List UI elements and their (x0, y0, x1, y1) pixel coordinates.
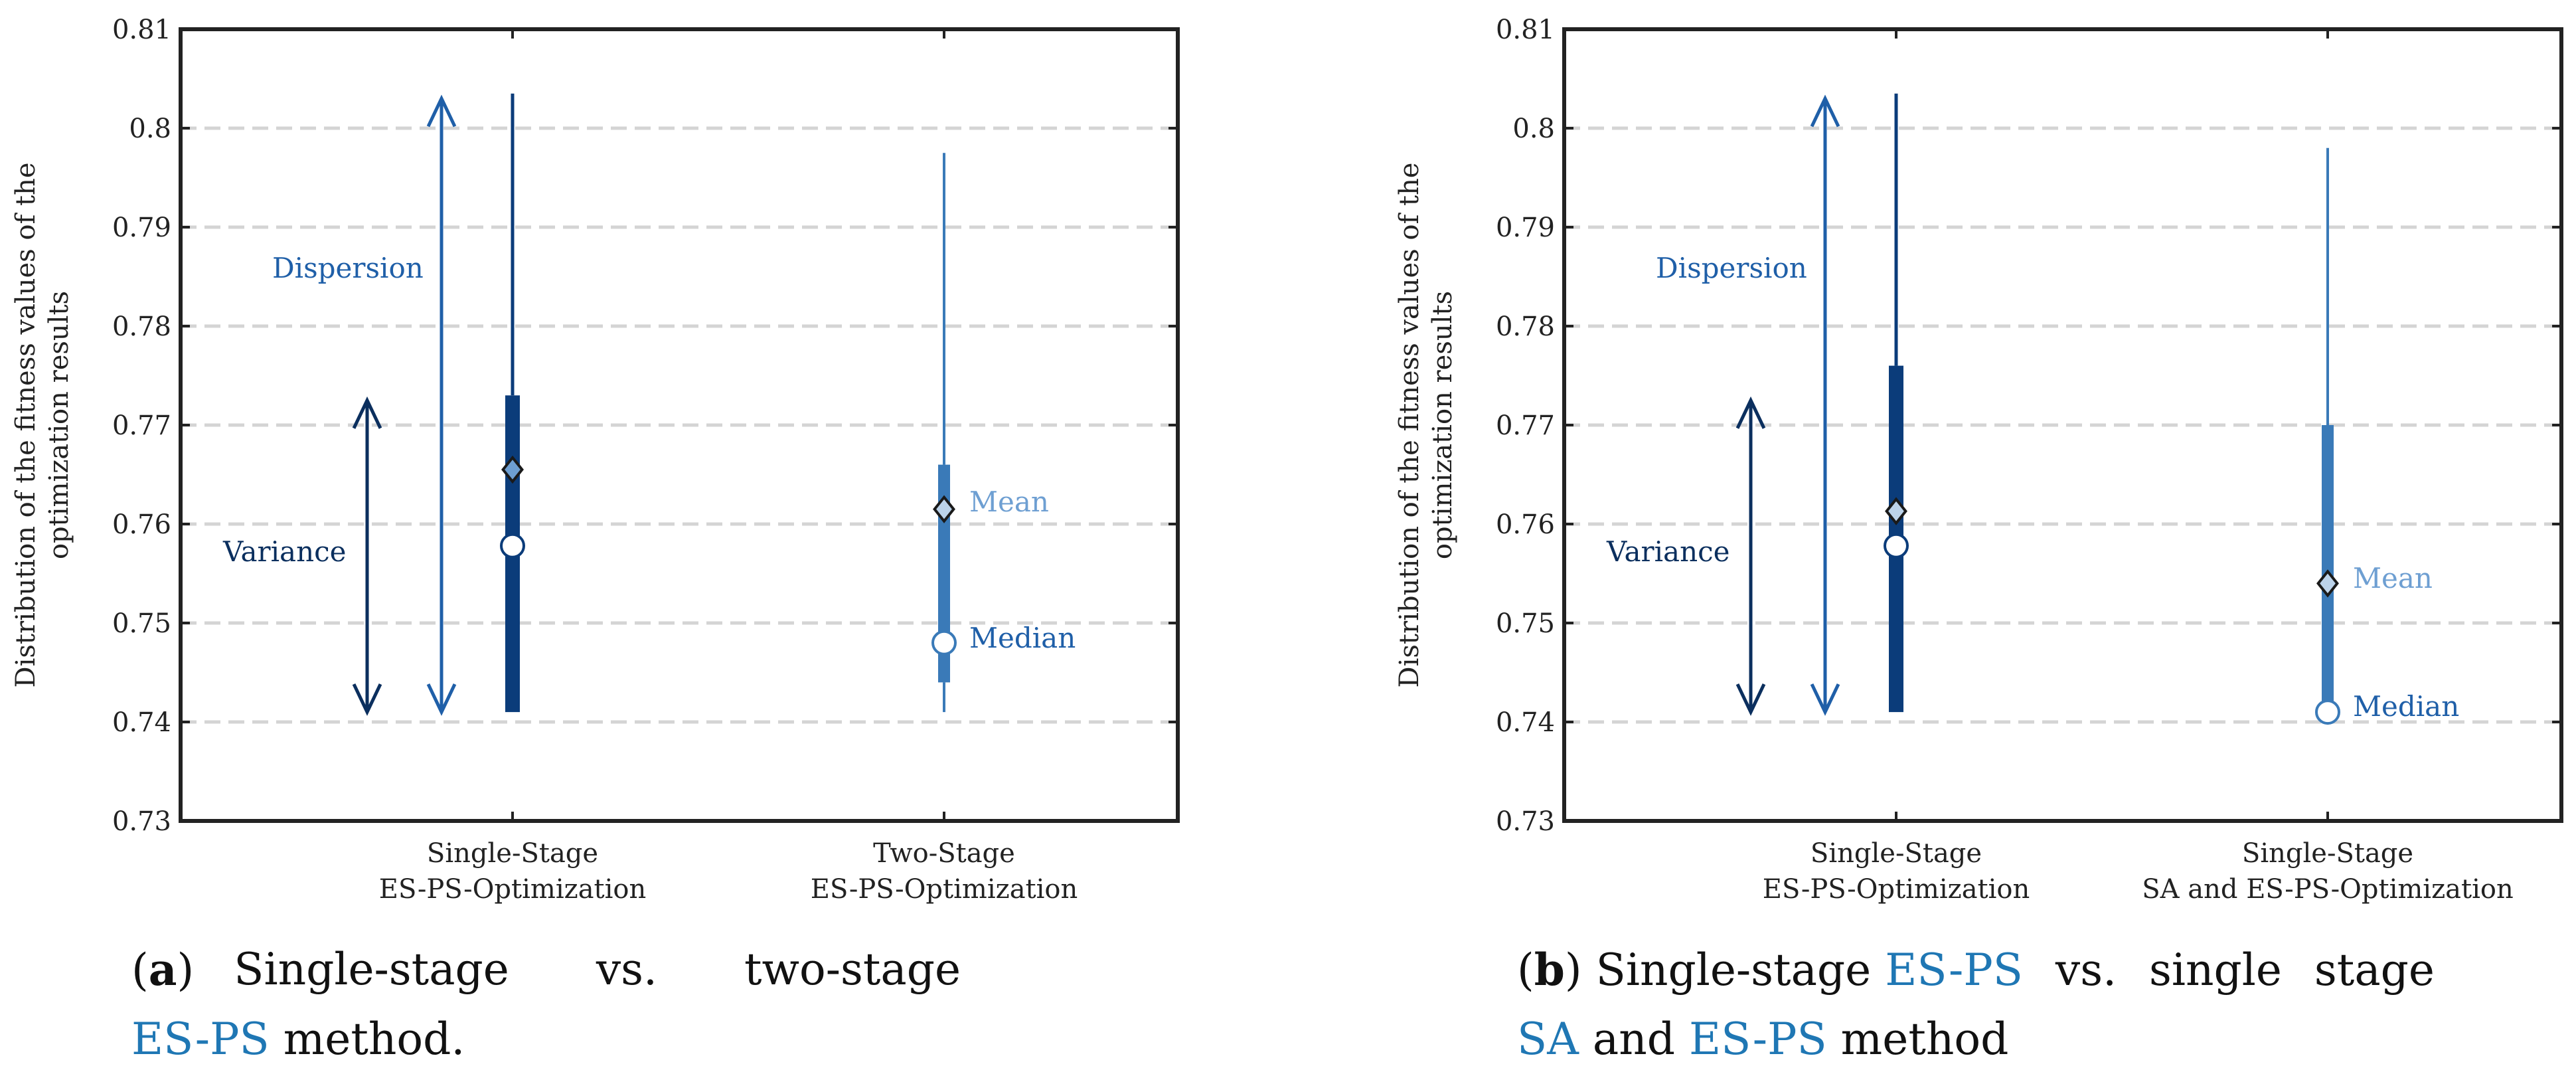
category-label: ES-PS-Optimization (811, 874, 1078, 905)
mean-marker (1885, 497, 1907, 525)
ytick-label: 0.78 (112, 312, 171, 342)
median-marker (2315, 699, 2340, 725)
ytick-label: 0.76 (112, 509, 171, 540)
caption-b: (b) Single-stage ES-PS vs. single stage … (1517, 935, 2513, 1074)
caption-b-line1-pre: Single-stage (1595, 944, 1886, 996)
median-label: Median (969, 622, 1076, 654)
mean-marker (501, 455, 524, 484)
caption-a-line1-text: Single-stage vs. two-stage (234, 944, 961, 995)
ytick-label: 0.81 (112, 15, 171, 45)
ytick-label: 0.79 (1496, 213, 1555, 243)
ytick-label: 0.73 (112, 806, 171, 837)
median-marker (1884, 533, 1909, 559)
y-axis-label: optimization results (44, 291, 74, 559)
variance-arrow-head-down (352, 683, 382, 716)
panel-a: 0.73 0.74 0.75 0.76 0.77 0.78 0.79 0.8 0.81 Distr… (11, 15, 1180, 905)
median-label: Median (2353, 690, 2459, 723)
dispersion-label: Dispersion (1656, 252, 1807, 284)
category-label: Single-Stage (2242, 838, 2413, 869)
mean-marker (933, 495, 955, 523)
ytick-label: 0.74 (1496, 707, 1555, 738)
caption-b-line2-rest: method (1826, 1014, 2009, 1065)
variance-label: Variance (222, 535, 347, 568)
category-label: SA and ES-PS-Optimization (2142, 874, 2513, 905)
ytick-label: 0.75 (112, 608, 171, 639)
caption-a-acronym-es-ps: ES-PS (131, 1014, 270, 1065)
dispersion-arrow-head-down (426, 683, 457, 716)
variance-arrow-head-down (1735, 683, 1766, 716)
ytick-label: 0.79 (112, 213, 171, 243)
ytick-label: 0.73 (1496, 806, 1555, 837)
caption-a-line2: ES-PS method. (131, 1005, 1074, 1074)
caption-a-line1: (a) Single-stage vs. two-stage (131, 935, 1061, 1005)
y-axis-label: Distribution of the fitness values of th… (1394, 163, 1425, 688)
ytick-label: 0.76 (1496, 509, 1555, 540)
variance-arrow-head-up (1735, 396, 1766, 429)
caption-a-line2-rest: method. (269, 1014, 465, 1065)
caption-b-acronym-es-ps-2: ES-PS (1688, 1014, 1827, 1065)
y-axis-label: optimization results (1427, 291, 1458, 559)
ytick-label: 0.8 (1512, 114, 1555, 144)
ytick-label: 0.8 (129, 114, 171, 144)
median-marker (931, 630, 957, 656)
ytick-label: 0.77 (1496, 410, 1555, 441)
caption-b-tag: (b) (1517, 944, 1582, 996)
caption-b-line2-mid: and (1578, 1014, 1689, 1065)
variance-arrow-head-up (352, 396, 382, 429)
dispersion-arrow-head-up (1810, 94, 1840, 128)
variance-label: Variance (1606, 535, 1730, 568)
caption-b-acronym-es-ps-1: ES-PS (1885, 944, 2023, 996)
ytick-label: 0.74 (112, 707, 171, 738)
category-label: ES-PS-Optimization (379, 874, 647, 905)
box-iqr (2322, 425, 2334, 713)
ytick-label: 0.81 (1496, 15, 1555, 45)
caption-b-line2: SA and ES-PS method (1517, 1005, 2513, 1074)
category-label: Single-Stage (1811, 838, 1982, 869)
caption-b-line1-post: vs. single stage (2022, 944, 2435, 996)
mean-marker (2316, 569, 2339, 598)
mean-label: Mean (2353, 562, 2433, 594)
dispersion-arrow-head-down (1810, 683, 1840, 716)
category-label: Single-Stage (427, 838, 598, 869)
dispersion-label: Dispersion (272, 252, 424, 284)
caption-b-line1: (b) Single-stage ES-PS vs. single stage (1517, 935, 2513, 1005)
ytick-label: 0.75 (1496, 608, 1555, 639)
caption-a-tag: (a) (131, 944, 195, 996)
y-axis-label: Distribution of the fitness values of th… (11, 163, 41, 688)
median-marker (500, 533, 525, 559)
caption-b-acronym-sa: SA (1517, 1014, 1579, 1065)
ytick-label: 0.77 (112, 410, 171, 441)
caption-a: (a) Single-stage vs. two-stage ES-PS met… (131, 935, 1074, 1074)
ytick-label: 0.78 (1496, 312, 1555, 342)
panel-b: 0.73 0.74 0.75 0.76 0.77 0.78 0.79 0.8 0.81 Distr… (1394, 15, 2563, 905)
dispersion-arrow-head-up (426, 94, 457, 128)
mean-label: Mean (969, 486, 1049, 518)
category-label: Two-Stage (873, 838, 1015, 869)
category-label: ES-PS-Optimization (1763, 874, 2030, 905)
